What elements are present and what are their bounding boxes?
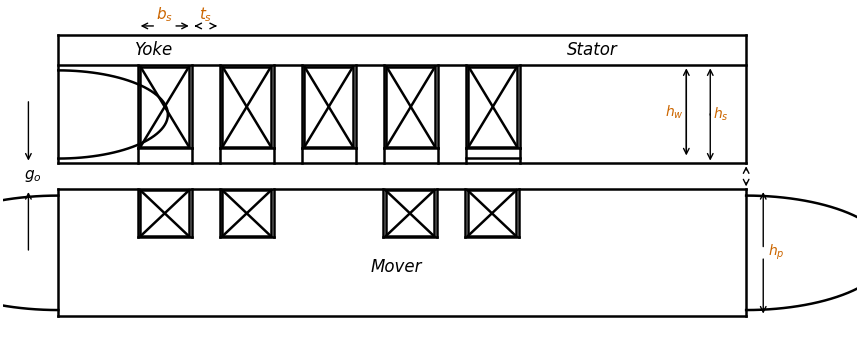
Bar bbox=[385, 190, 434, 236]
Bar bbox=[386, 66, 435, 147]
Bar bbox=[304, 66, 353, 147]
Bar bbox=[140, 190, 189, 236]
Text: $h_w$: $h_w$ bbox=[665, 103, 684, 121]
Bar bbox=[140, 66, 189, 147]
Text: $b_s$: $b_s$ bbox=[157, 5, 173, 24]
Text: $t_s$: $t_s$ bbox=[199, 5, 212, 24]
Text: $h_s$: $h_s$ bbox=[713, 106, 728, 123]
Bar bbox=[468, 190, 516, 236]
Bar bbox=[469, 66, 517, 147]
Text: Stator: Stator bbox=[567, 41, 617, 59]
Bar bbox=[223, 66, 271, 147]
Text: $g_o$: $g_o$ bbox=[24, 169, 42, 184]
Text: $h_p$: $h_p$ bbox=[767, 243, 784, 262]
Bar bbox=[223, 190, 271, 236]
Text: Yoke: Yoke bbox=[135, 41, 174, 59]
Text: Mover: Mover bbox=[370, 257, 421, 276]
